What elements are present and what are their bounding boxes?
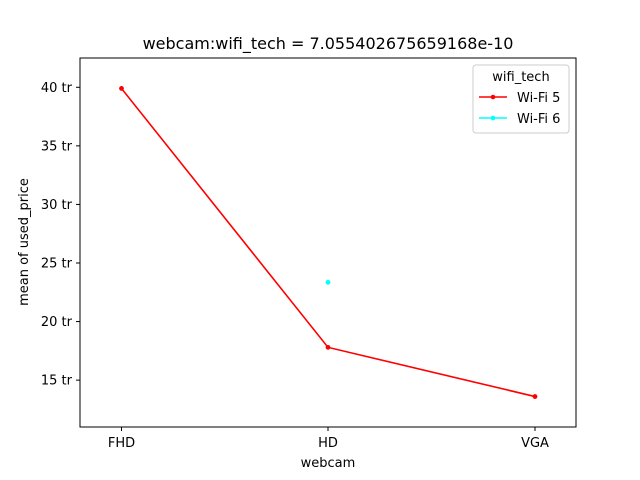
y-tick-label: 20 tr — [41, 315, 73, 330]
x-tick-label: FHD — [108, 436, 135, 451]
y-tick-label: 15 tr — [41, 374, 73, 389]
legend-marker-wifi6 — [490, 115, 496, 121]
legend-label-wifi5: Wi-Fi 5 — [517, 91, 560, 106]
data-point-wifi6 — [325, 279, 331, 285]
x-tick-label: VGA — [521, 436, 549, 451]
y-tick-label: 30 tr — [41, 198, 73, 213]
legend: wifi_tech Wi-Fi 5 Wi-Fi 6 — [472, 64, 570, 134]
y-tick-label: 40 tr — [41, 81, 73, 96]
chart-title: webcam:wifi_tech = 7.055402675659168e-10 — [143, 34, 514, 54]
data-point-wifi5 — [119, 86, 124, 91]
y-axis: 15 tr 20 tr 25 tr 30 tr 35 tr 40 tr — [41, 81, 80, 389]
legend-label-wifi6: Wi-Fi 6 — [517, 112, 560, 127]
y-tick-label: 35 tr — [41, 139, 73, 154]
data-point-wifi5 — [325, 344, 331, 350]
y-tick-label: 25 tr — [41, 257, 73, 272]
data-point-wifi5 — [532, 394, 538, 399]
x-axis: FHD HD VGA — [108, 427, 549, 451]
series-line-wifi5 — [120, 87, 536, 398]
legend-title: wifi_tech — [492, 70, 549, 85]
series-layer — [119, 86, 538, 399]
x-tick-label: HD — [318, 436, 338, 451]
y-axis-label: mean of used_price — [17, 178, 32, 306]
legend-box — [472, 64, 570, 134]
legend-marker-wifi5 — [490, 94, 496, 100]
x-axis-label: webcam — [301, 456, 356, 471]
